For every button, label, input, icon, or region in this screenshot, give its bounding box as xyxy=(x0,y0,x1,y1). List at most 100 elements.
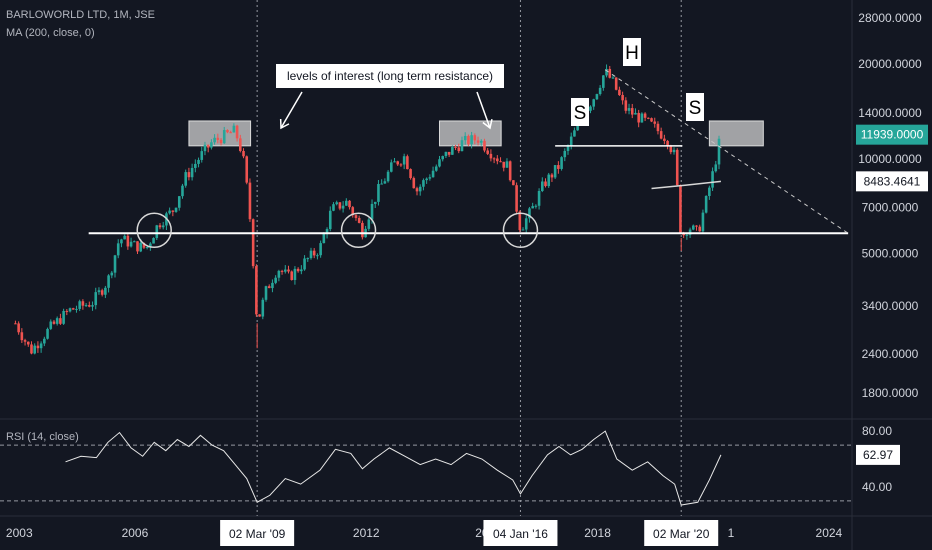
price-tick-label: 7000.0000 xyxy=(862,201,919,215)
candle-body xyxy=(261,299,265,317)
candle-body xyxy=(203,144,207,152)
candle-body xyxy=(679,185,682,234)
candle-body xyxy=(267,286,271,289)
candle-body xyxy=(338,202,342,209)
candle-body xyxy=(534,205,538,207)
candle-body xyxy=(647,117,650,119)
candle-body xyxy=(595,94,599,100)
candle-body xyxy=(425,178,428,181)
candle-body xyxy=(351,207,355,216)
trendline xyxy=(604,69,849,234)
candle-body xyxy=(184,172,187,186)
candle-body xyxy=(229,132,232,134)
price-tick-label: 14000.0000 xyxy=(858,106,922,120)
price-tick-label: 28000.0000 xyxy=(858,11,922,25)
candle-body xyxy=(663,138,666,141)
candle-body xyxy=(406,156,409,170)
ma-value-label: 8483.4641 xyxy=(864,174,921,188)
candle-body xyxy=(614,77,618,90)
candle-body xyxy=(598,87,602,95)
candle-body xyxy=(451,147,454,155)
candle-body xyxy=(576,122,579,131)
candle-body xyxy=(274,277,277,283)
candle-body xyxy=(341,205,345,209)
price-tick-label: 20000.0000 xyxy=(858,57,922,71)
candle-body xyxy=(454,147,457,149)
candle-body xyxy=(271,282,274,289)
candle-body xyxy=(39,343,43,349)
candle-body xyxy=(255,266,258,315)
candle-body xyxy=(293,268,297,280)
candle-body xyxy=(309,250,313,259)
candle-body xyxy=(711,171,714,188)
ma-indicator-label[interactable]: MA (200, close, 0) xyxy=(6,27,95,39)
candle-body xyxy=(248,182,252,220)
candle-body xyxy=(386,171,390,182)
candle-body xyxy=(65,310,69,312)
candle-body xyxy=(75,308,78,310)
rsi-line xyxy=(65,430,722,506)
candle-body xyxy=(300,269,303,272)
candle-body xyxy=(537,190,541,206)
candle-body xyxy=(17,323,20,333)
candle-body xyxy=(104,287,107,295)
candle-body xyxy=(88,305,91,307)
candle-body xyxy=(328,210,332,230)
candle-body xyxy=(222,130,226,144)
arrow-left xyxy=(280,91,303,129)
rsi-value-badge xyxy=(856,444,900,465)
candle-body xyxy=(422,180,425,187)
candle-body xyxy=(277,270,281,278)
price-candles[interactable] xyxy=(14,64,721,355)
arrow-left-head xyxy=(279,118,290,130)
candle-body xyxy=(701,212,705,232)
candle-body xyxy=(563,150,567,158)
candle-body xyxy=(136,241,139,252)
candle-body xyxy=(650,118,653,122)
candle-body xyxy=(345,200,348,206)
rsi-tick-label: 80.00 xyxy=(862,424,892,438)
candle-body xyxy=(142,242,146,248)
time-tick-label: 2018 xyxy=(584,526,611,540)
candle-body xyxy=(312,250,316,256)
candle-body xyxy=(335,202,338,205)
candle-body xyxy=(303,258,306,270)
price-axis[interactable]: 28000.0000 20000.0000 14000.0000 10000.0000… xyxy=(856,11,928,494)
candle-body xyxy=(714,164,718,172)
candle-body xyxy=(251,219,255,267)
rsi-indicator-label[interactable]: RSI (14, close) xyxy=(6,431,79,443)
candle-body xyxy=(94,292,98,306)
symbol-title[interactable]: BARLOWORLD LTD, 1M, JSE xyxy=(6,9,155,21)
candle-body xyxy=(618,89,621,96)
candle-body xyxy=(235,125,239,139)
candle-body xyxy=(68,308,72,312)
candle-body xyxy=(486,150,489,154)
candle-body xyxy=(383,181,387,184)
candle-body xyxy=(643,113,647,118)
last-price-badge xyxy=(856,124,928,145)
candle-body xyxy=(634,112,637,115)
candle-body xyxy=(155,225,159,239)
candle-body xyxy=(71,308,75,310)
candle-body xyxy=(444,151,448,157)
candle-body xyxy=(190,167,194,178)
candle-body xyxy=(120,239,123,244)
candle-body xyxy=(280,270,284,272)
levels-note-text: levels of interest (long term resistance… xyxy=(287,69,493,83)
time-marker-badge xyxy=(483,520,558,546)
candle-body xyxy=(508,161,512,181)
candle-body xyxy=(467,135,470,145)
candle-body xyxy=(91,305,94,307)
candle-body xyxy=(415,188,419,192)
candle-body xyxy=(483,140,486,151)
candle-body xyxy=(521,229,525,231)
support-circle xyxy=(502,212,539,249)
rsi-tick-label: 40.00 xyxy=(862,480,892,494)
candle-body xyxy=(685,234,689,236)
candle-body xyxy=(113,255,117,273)
time-tick-label: 2012 xyxy=(353,526,380,540)
rsi-pane[interactable] xyxy=(0,430,852,506)
candle-body xyxy=(499,161,502,163)
